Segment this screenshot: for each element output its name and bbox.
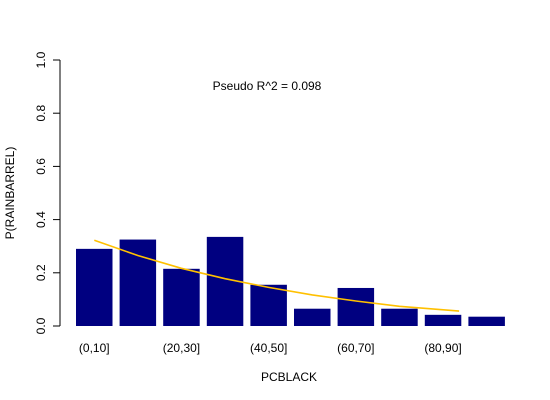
x-tick-label: (60,70] (337, 341, 374, 355)
y-tick-label: 0.6 (34, 158, 48, 175)
fit-line (94, 239, 460, 312)
y-tick-label: 0.2 (34, 264, 48, 281)
bar (119, 239, 157, 326)
y-tick-label: 0.8 (34, 105, 48, 122)
y-tick-label: 0.0 (34, 317, 48, 334)
bar (337, 287, 375, 326)
bar (250, 284, 287, 326)
y-tick-label: 0.4 (34, 211, 48, 228)
bars (76, 236, 505, 326)
y-axis: 0.0 0.2 0.4 0.6 0.8 1.0 (34, 51, 61, 334)
bar (163, 268, 200, 326)
pseudo-r2-annotation: Pseudo R^2 = 0.098 (213, 79, 322, 93)
x-axis-title: PCBLACK (261, 370, 317, 384)
fit-line-group (94, 239, 460, 312)
x-tick-label: (20,30] (163, 341, 200, 355)
y-axis-title: P(RAINBARREL) (3, 147, 17, 240)
bar (294, 308, 331, 326)
x-tick-label: (40,50] (250, 341, 287, 355)
bar (76, 248, 113, 326)
x-tick-label: (80,90] (424, 341, 461, 355)
x-tick-labels: (0,10] (20,30] (40,50] (60,70] (80,90] (79, 341, 462, 355)
bar (468, 316, 505, 326)
bar (381, 308, 418, 326)
bar (424, 314, 462, 326)
x-tick-label: (0,10] (79, 341, 110, 355)
y-tick-label: 1.0 (34, 51, 48, 68)
